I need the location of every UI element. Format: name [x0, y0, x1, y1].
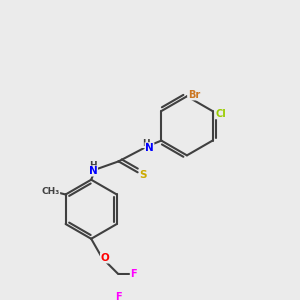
Text: Br: Br: [188, 90, 200, 100]
Text: S: S: [140, 170, 147, 180]
Text: F: F: [130, 269, 137, 279]
Text: H: H: [89, 161, 96, 170]
Text: Cl: Cl: [215, 109, 226, 119]
Text: F: F: [115, 292, 122, 300]
Text: CH₃: CH₃: [41, 187, 60, 196]
Text: O: O: [100, 253, 109, 263]
Text: N: N: [89, 166, 98, 176]
Text: H: H: [142, 139, 150, 148]
Text: N: N: [145, 143, 154, 153]
